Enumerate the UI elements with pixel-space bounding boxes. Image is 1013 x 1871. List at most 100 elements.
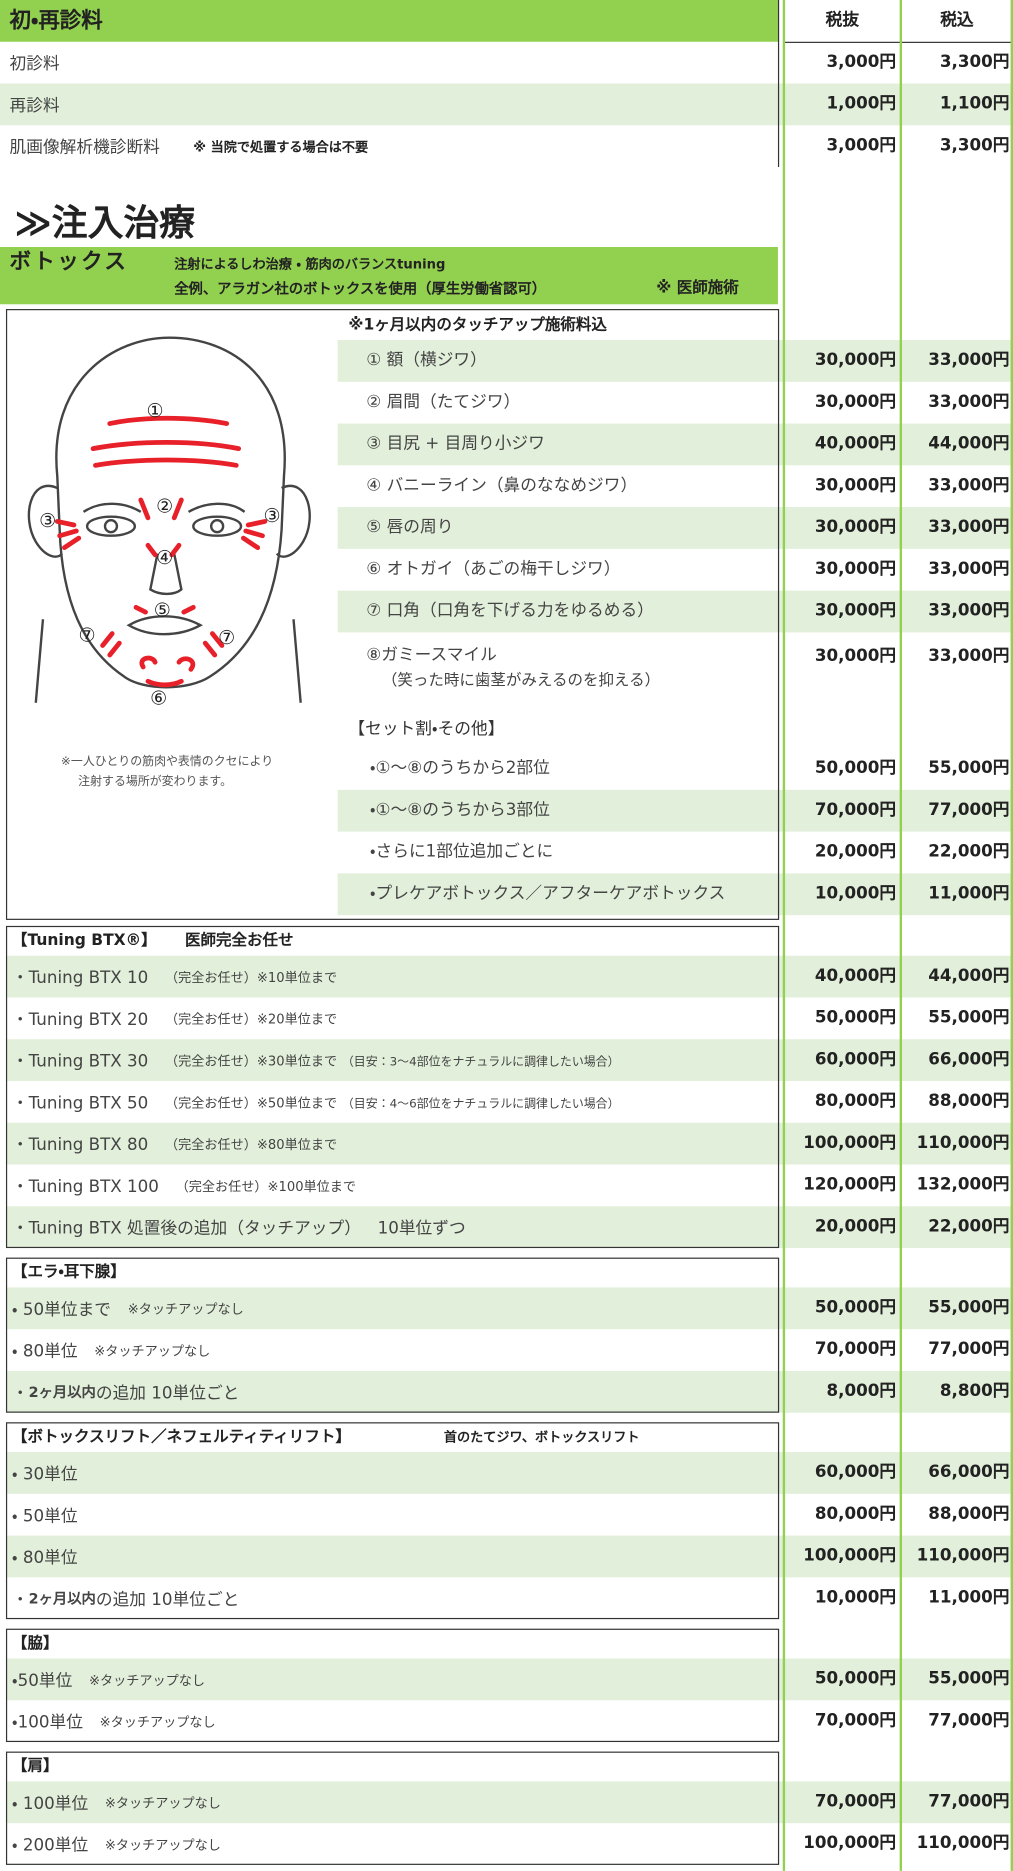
item-label: ⑧ガミースマイル	[366, 645, 497, 665]
price-in: 77,000円	[928, 1339, 1010, 1360]
set-title: 【セット割・その他】	[348, 719, 505, 739]
price-ex: 100,000円	[803, 1133, 897, 1153]
label-part: 2ヶ月以内	[28, 1384, 96, 1401]
item-label: ・プレケアボトックス／アフターケアボトックス	[369, 884, 726, 904]
row-bg	[5, 1658, 1013, 1701]
row-bg	[5, 1452, 1013, 1494]
item-label: ・ 50単位まで ※タッチアップなし	[12, 1287, 244, 1329]
label-part: （完全お任せ）※30単位まで	[165, 1052, 338, 1069]
label-part: の追加 10単位ごと	[95, 1383, 240, 1403]
price-ex: 30,000円	[814, 392, 897, 412]
price-ex: 30,000円	[814, 476, 897, 496]
item-label: ・ 80単位	[12, 1536, 78, 1578]
row-bg	[5, 955, 1013, 998]
row-bg	[0, 83, 1013, 126]
price-ex: 50,000円	[814, 1008, 897, 1028]
price-ex: 20,000円	[814, 1217, 897, 1237]
label-part: ※タッチアップなし	[88, 1672, 205, 1688]
group-note: 首のたてジワ、ボトックスリフト	[443, 1429, 640, 1445]
item-label: ・100単位 ※タッチアップなし	[12, 1700, 216, 1742]
item-label: ・50単位 ※タッチアップなし	[12, 1659, 205, 1701]
price-ex: 3,000円	[826, 52, 897, 72]
face-outline	[27, 336, 311, 703]
item-label: 肌画像解析機診断料 ※ 当院で処置する場合は不要	[10, 125, 369, 167]
label-part: ・Tuning BTX 20	[11, 1010, 149, 1030]
label-part: ※タッチアップなし	[99, 1713, 216, 1730]
label-part: ・ 30単位	[11, 1464, 78, 1484]
col-ex: 税抜	[825, 10, 860, 30]
price-ex: 70,000円	[814, 1339, 897, 1360]
label-part: ・ 50単位まで	[11, 1299, 112, 1320]
item-label: ① 額（横ジワ）	[366, 350, 487, 370]
price-ex: 30,000円	[814, 517, 897, 537]
price-in: 1,100円	[939, 94, 1010, 114]
row-bg	[5, 1287, 1013, 1330]
price-in: 77,000円	[928, 1711, 1010, 1731]
price-ex: 70,000円	[814, 1711, 897, 1731]
diagram-label: ⑤	[154, 598, 171, 621]
price-in: 3,300円	[939, 136, 1010, 156]
label-part: ・ 80単位	[11, 1548, 78, 1568]
label-part: ・ 80単位	[11, 1341, 78, 1361]
label-part: （目安：4〜6部位をナチュラルに調律したい場合）	[341, 1097, 620, 1111]
price-in: 22,000円	[928, 1217, 1010, 1237]
price-in: 22,000円	[928, 842, 1010, 862]
price-ex: 120,000円	[803, 1175, 897, 1195]
col-rule	[777, 0, 780, 168]
label-part: ・100単位	[11, 1712, 83, 1732]
group-title: 【ボトックスリフト／ネフェルティティリフト】	[11, 1428, 351, 1447]
botox-band	[0, 246, 778, 305]
group-box	[5, 1628, 780, 1743]
item-label: ・Tuning BTX 10 （完全お任せ）※10単位まで	[12, 956, 337, 998]
price-in: 11,000円	[928, 1588, 1010, 1608]
diagram-label: ⑦	[218, 626, 235, 649]
price-in: 33,000円	[928, 476, 1010, 496]
diagram-label: ⑦	[79, 623, 96, 646]
face-diagram: ① ② ③ ③ ④ ⑤ ⑦ ⑦ ⑥	[27, 336, 311, 710]
label-part: （完全お任せ）※50単位まで	[165, 1094, 338, 1111]
label-part: （目安：3〜4部位をナチュラルに調律したい場合）	[341, 1055, 620, 1070]
botox-note: 全例、アラガン社のボトックスを使用（厚生労働省認可）	[174, 280, 547, 298]
label-part: ・Tuning BTX 100	[11, 1177, 159, 1197]
group-box	[5, 1422, 780, 1620]
item-label: ・①〜⑧のうちから2部位	[369, 758, 550, 778]
price-ex: 60,000円	[814, 1049, 897, 1070]
price-ex: 100,000円	[803, 1546, 897, 1566]
section-title: ≫注入治療	[14, 202, 195, 245]
price-ex: 50,000円	[814, 758, 897, 778]
item-label: ・Tuning BTX 20 （完全お任せ）※20単位まで	[12, 997, 337, 1039]
item-label: ・ 100単位 ※タッチアップなし	[12, 1781, 221, 1823]
price-ex: 70,000円	[814, 1792, 897, 1812]
row-bg	[5, 1122, 1013, 1165]
price-ex: 40,000円	[814, 966, 897, 986]
botox-box	[5, 309, 780, 920]
price-in: 110,000円	[916, 1833, 1010, 1853]
item-label: 初診料	[10, 42, 60, 84]
group-note: 医師完全お任せ	[184, 931, 294, 950]
item-label: ・ 200単位 ※タッチアップなし	[12, 1823, 221, 1865]
price-ex: 80,000円	[814, 1091, 897, 1111]
diagram-label: ③	[39, 509, 56, 532]
label-part: （完全お任せ）※20単位まで	[165, 1011, 338, 1027]
item-label: ・ 50単位	[12, 1494, 78, 1536]
price-ex: 80,000円	[814, 1504, 897, 1524]
price-in: 33,000円	[928, 350, 1010, 370]
label-part: ・50単位	[11, 1671, 73, 1691]
item-label: ・Tuning BTX 80 （完全お任せ）※80単位まで	[12, 1123, 337, 1165]
price-in: 132,000円	[916, 1175, 1010, 1195]
label-part: （完全お任せ）※100単位まで	[175, 1178, 357, 1194]
price-ex: 3,000円	[826, 136, 897, 156]
price-ex: 100,000円	[803, 1833, 897, 1853]
price-in: 77,000円	[928, 800, 1010, 820]
price-ex: 50,000円	[814, 1298, 897, 1318]
label-part: 肌画像解析機診断料	[9, 137, 160, 157]
item-label: ・Tuning BTX 50 （完全お任せ）※50単位まで （目安：4〜6部位をナチ…	[12, 1081, 620, 1123]
label-part: ・Tuning BTX 50	[11, 1093, 149, 1113]
injection-marks	[54, 415, 268, 688]
botox-name: ボトックス	[9, 249, 129, 275]
price-in: 66,000円	[928, 1462, 1010, 1482]
label-part: ※タッチアップなし	[104, 1795, 221, 1811]
group-box	[5, 1751, 780, 1865]
price-in: 110,000円	[916, 1133, 1010, 1153]
